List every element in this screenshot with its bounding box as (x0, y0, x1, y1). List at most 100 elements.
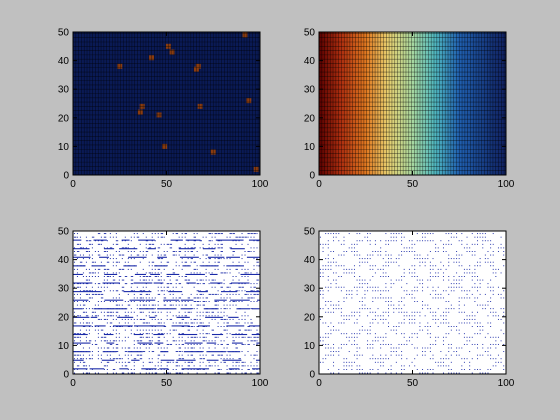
scatter-streak (112, 325, 133, 327)
scatter-streak (215, 239, 236, 241)
scatter-streak (231, 333, 248, 336)
heatmap-gradient (319, 32, 506, 175)
scatter-streak (166, 273, 180, 275)
y-tick-label: 10 (304, 142, 316, 153)
scatter-streak (101, 359, 115, 361)
scatter-streak (102, 351, 117, 353)
y-tick-label: 20 (304, 113, 316, 124)
scatter-streak (73, 342, 91, 344)
y-tick-label: 30 (58, 284, 70, 295)
y-tick-label: 50 (58, 28, 70, 39)
scatter-streak (99, 256, 109, 258)
scatter-streak (230, 282, 250, 284)
scatter-streak (119, 368, 129, 370)
scatter-streak (73, 291, 93, 293)
plot-background (73, 231, 260, 374)
scatter-streak (147, 248, 156, 250)
scatter-streak (133, 325, 154, 327)
scatter-streak (73, 239, 82, 241)
heatmap-highlight-cell (242, 32, 248, 38)
scatter-streak (185, 273, 205, 275)
scatter-streak (236, 308, 251, 310)
scatter-streak (104, 299, 124, 301)
heatmap-background (73, 32, 260, 175)
y-tick-label: 40 (304, 255, 316, 266)
y-tick-label: 50 (304, 227, 316, 238)
scatter-streak (93, 239, 107, 241)
scatter-streak (228, 368, 240, 370)
y-tick-label: 20 (304, 312, 316, 323)
scatter-streak (251, 368, 260, 370)
scatter-streak (257, 299, 260, 301)
x-tick-label: 0 (316, 378, 322, 389)
subplot-bottom-right: 0 50 100 0 10 20 30 40 50 (304, 227, 515, 390)
scatter-streak (211, 333, 224, 336)
scatter-streak (73, 359, 84, 361)
scatter-streak (137, 342, 153, 344)
scatter-streak (186, 282, 196, 284)
scatter-streak (103, 248, 115, 250)
scatter-streak (163, 299, 180, 301)
scatter-streak (248, 239, 260, 241)
scatter-streak (214, 299, 227, 301)
scatter-streak (89, 368, 105, 370)
y-tick-label: 50 (58, 227, 70, 238)
y-tick-label: 10 (58, 142, 70, 153)
heatmap-highlight-cell (253, 166, 259, 172)
scatter-streak (203, 308, 219, 310)
y-tick-label: 10 (304, 341, 316, 352)
scatter-streak (150, 273, 161, 275)
x-tick-label: 50 (161, 378, 173, 389)
scatter-streak (256, 342, 260, 344)
scatter-streak (233, 239, 244, 241)
scatter-streak (123, 265, 137, 267)
y-tick-label: 30 (304, 85, 316, 96)
scatter-streak (248, 325, 260, 327)
scatter-streak (128, 256, 147, 258)
y-tick-label: 20 (58, 312, 70, 323)
scatter-streak (106, 342, 115, 344)
x-tick-label: 100 (498, 179, 515, 190)
scatter-streak (258, 273, 260, 275)
x-tick-label: 0 (316, 179, 322, 190)
scatter-streak (226, 325, 245, 327)
plot-background (319, 231, 506, 374)
scatter-streak (246, 291, 260, 293)
scatter-streak (226, 256, 240, 258)
x-tick-label: 50 (161, 179, 173, 190)
scatter-streak (231, 342, 243, 344)
scatter-streak (73, 325, 92, 327)
scatter-streak (227, 351, 241, 353)
scatter-streak (199, 368, 210, 370)
scatter-streak (170, 239, 183, 241)
scatter-streak (206, 359, 219, 361)
y-tick-label: 40 (304, 56, 316, 67)
scatter-streak (230, 248, 245, 250)
scatter-streak (157, 256, 167, 258)
scatter-streak (94, 325, 106, 327)
y-tick-label: 50 (304, 28, 316, 39)
scatter-streak (222, 359, 242, 361)
y-tick-label: 0 (309, 370, 315, 381)
scatter-streak (240, 273, 260, 275)
scatter-streak (230, 299, 250, 301)
scatter-streak (73, 282, 93, 284)
scatter-streak (149, 325, 166, 327)
scatter-streak (73, 368, 88, 370)
scatter-streak (123, 291, 143, 293)
scatter-streak (73, 316, 90, 318)
scatter-streak (178, 248, 195, 250)
scatter-streak (133, 282, 153, 284)
x-tick-label: 100 (252, 378, 269, 389)
scatter-streak (149, 316, 156, 318)
heatmap-highlight-cell (246, 98, 252, 104)
scatter-streak (246, 256, 260, 258)
scatter-streak (259, 282, 260, 284)
heatmap-highlight-cell (169, 49, 175, 55)
scatter-streak (73, 273, 83, 275)
scatter-streak (207, 256, 225, 258)
scatter-streak (73, 265, 86, 267)
scatter-streak (134, 273, 147, 275)
scatter-streak (184, 342, 203, 344)
